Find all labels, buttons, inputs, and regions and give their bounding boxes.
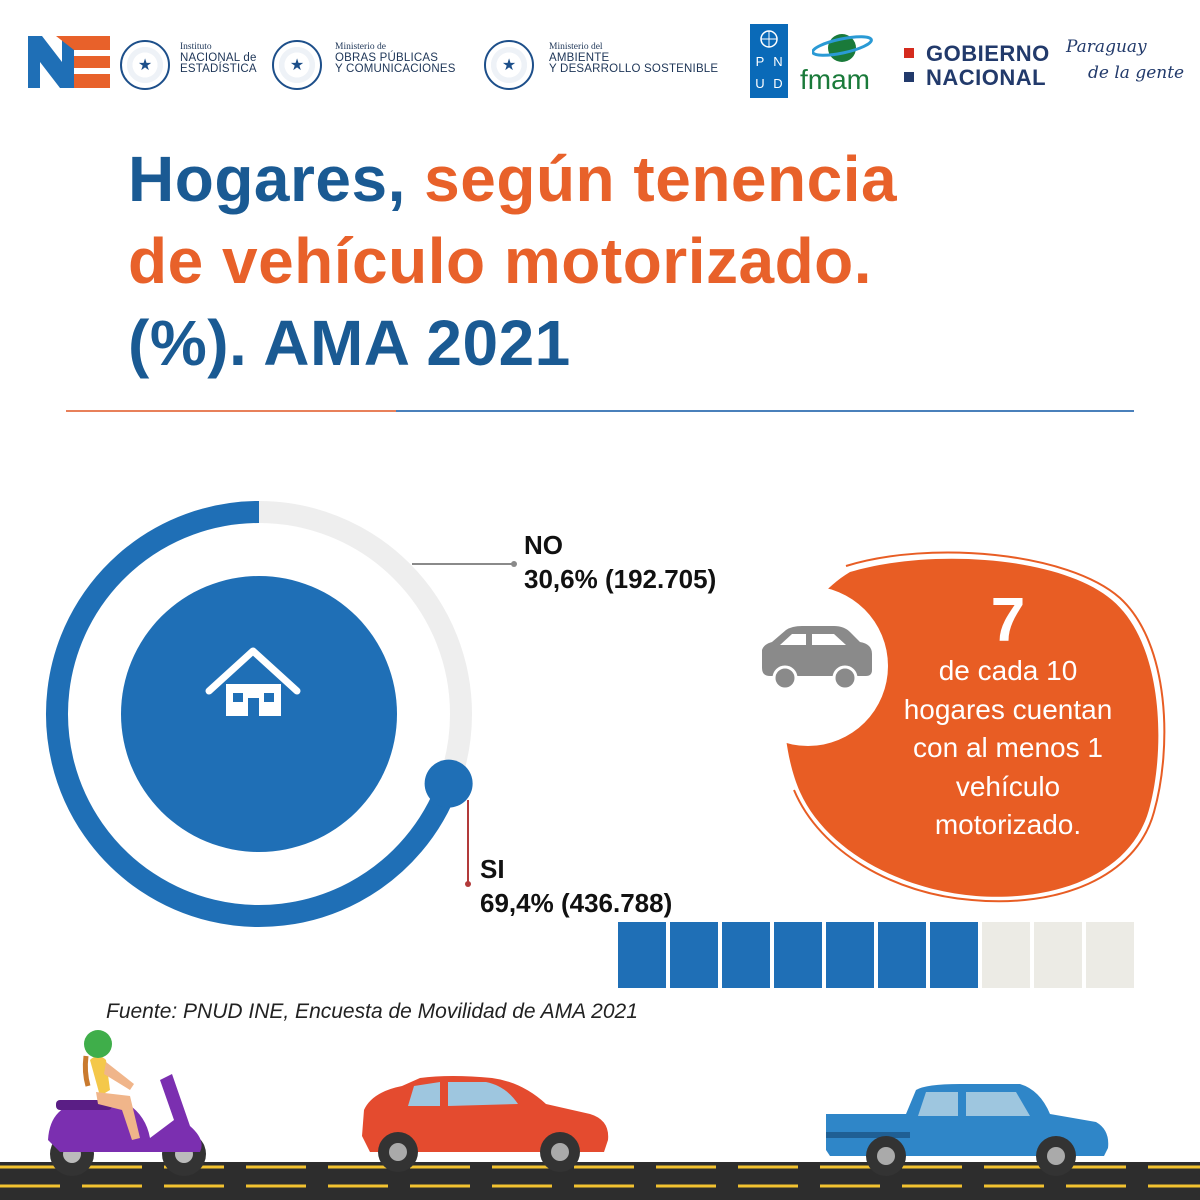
ratio-square-filled [774, 922, 822, 988]
undp-letter-n: N [773, 54, 783, 69]
ine-line2: NACIONAL de [180, 52, 257, 64]
ratio-square-filled [930, 922, 978, 988]
highlight-line-3: con al menos 1 [913, 732, 1103, 763]
mopc-line3: Y COMUNICACIONES [335, 63, 456, 75]
red-car-icon [362, 1076, 609, 1172]
ne-logo [28, 36, 110, 88]
source-note: Fuente: PNUD INE, Encuesta de Movilidad … [106, 1000, 638, 1023]
ratio-square-filled [618, 922, 666, 988]
label-no-value: 30,6% (192.705) [524, 564, 717, 594]
label-si-value: 69,4% (436.788) [480, 888, 673, 918]
label-si-name: SI [480, 854, 505, 884]
paraguay-line2: de la gente [1088, 63, 1185, 83]
blue-pickup-icon [826, 1084, 1109, 1176]
mades-logo-text: Ministerio del AMBIENTE Y DESARROLLO SOS… [549, 42, 718, 75]
ratio-square-filled [722, 922, 770, 988]
paraguay-de-la-gente-logo: Paraguay de la gente [1066, 34, 1184, 86]
leader-no-dot [511, 561, 517, 567]
highlight-blob [728, 551, 1166, 903]
car-icon [762, 626, 872, 691]
un-emblem-icon [760, 30, 778, 48]
highlight-line-5: motorizado. [934, 809, 1082, 840]
highlight-number: 7 [990, 586, 1026, 655]
gobierno-line2: NACIONAL [926, 65, 1047, 90]
ine-line1: Instituto [180, 42, 212, 52]
ratio-square-filled [878, 922, 926, 988]
ratio-square-empty [1086, 922, 1134, 988]
donut-chart [46, 501, 517, 927]
undp-logo: P N U D [750, 24, 788, 98]
label-si: SI 69,4% (436.788) [480, 852, 672, 920]
ine-line3: ESTADÍSTICA [180, 63, 257, 75]
leader-si-dot [465, 881, 471, 887]
ratio-square-empty [1034, 922, 1082, 988]
divider-orange [66, 410, 396, 412]
ratio-square-filled [826, 922, 874, 988]
highlight-line-1: de cada 10 [938, 655, 1078, 686]
label-no: NO 30,6% (192.705) [524, 528, 716, 596]
paraguay-line1: Paraguay [1066, 37, 1147, 57]
mades-line2: AMBIENTE [549, 52, 610, 64]
mopc-line1: Ministerio de [335, 42, 386, 52]
title-part2: según tenencia [424, 143, 898, 215]
mopc-seal-icon [272, 40, 322, 90]
chart-title: Hogares, según tenencia de vehículo moto… [128, 138, 1108, 384]
slice-si [46, 501, 459, 927]
mopc-line2: OBRAS PÚBLICAS [335, 52, 439, 64]
gobierno-line1: GOBIERNO [926, 41, 1050, 66]
scooter-icon [48, 1030, 206, 1176]
undp-letter-d: D [773, 76, 783, 91]
title-line2: de vehículo motorizado. [128, 225, 873, 297]
ine-seal-icon [120, 40, 170, 90]
undp-letter-p: P [755, 54, 765, 69]
title-part1: Hogares, [128, 143, 425, 215]
undp-letter-u: U [755, 76, 765, 91]
highlight-text: de cada 10 hogares cuentan con al menos … [868, 652, 1148, 845]
title-line3: (%). AMA 2021 [128, 307, 571, 379]
ratio-square-empty [982, 922, 1030, 988]
mades-line1: Ministerio del [549, 42, 603, 52]
ratio-square-filled [670, 922, 718, 988]
mades-seal-icon [484, 40, 534, 90]
mopc-logo-text: Ministerio de OBRAS PÚBLICAS Y COMUNICAC… [335, 42, 456, 75]
highlight-line-2: hogares cuentan [903, 693, 1113, 725]
mades-line3: Y DESARROLLO SOSTENIBLE [549, 63, 719, 75]
vehicles-illustration [0, 1030, 1200, 1200]
label-no-name: NO [524, 530, 563, 560]
highlight-line-4: vehículo [955, 770, 1061, 802]
house-icon [205, 647, 301, 716]
divider-blue [396, 410, 1134, 412]
ine-logo-text: Instituto NACIONAL de ESTADÍSTICA [180, 42, 257, 75]
slice-end-marker [424, 759, 473, 808]
gobierno-nacional-logo: GOBIERNO NACIONAL [904, 42, 1050, 90]
fmam-text: fmam [800, 64, 870, 95]
fmam-globe-icon [812, 34, 873, 62]
